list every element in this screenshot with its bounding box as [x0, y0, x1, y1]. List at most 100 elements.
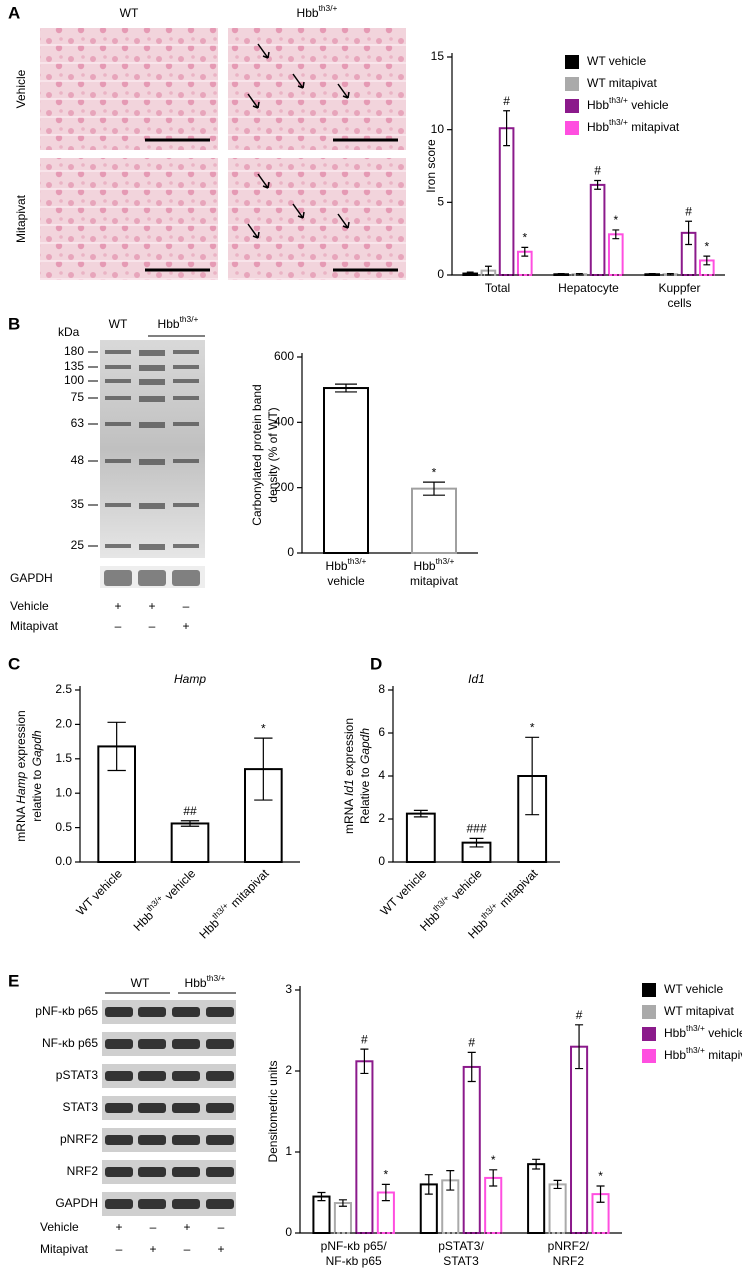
band — [105, 365, 131, 369]
error-bar — [685, 220, 693, 246]
kda-label: kDa — [58, 325, 80, 339]
y-tick-label: 0 — [287, 545, 294, 559]
x-tick-label: STAT3 — [443, 1254, 479, 1268]
y-tick-label: 600 — [274, 349, 294, 363]
micrograph — [228, 28, 406, 150]
arrow — [337, 83, 350, 99]
y-tick-label: 15 — [431, 49, 445, 63]
text-part: expression — [342, 718, 356, 779]
arrow — [257, 173, 270, 189]
row-label: Mitapivat — [14, 194, 28, 243]
text-part: expression — [14, 710, 28, 771]
band — [172, 1167, 200, 1177]
superscript: th3/+ — [686, 1023, 705, 1033]
band — [173, 503, 199, 507]
y-tick-label: 2.0 — [55, 717, 72, 731]
y-axis-label: Carbonylated protein band — [250, 384, 264, 525]
bar — [405, 812, 436, 863]
error-bar — [503, 110, 511, 147]
significance-label: * — [384, 1168, 389, 1182]
text-part: Hbb — [664, 1048, 686, 1062]
band — [139, 396, 165, 402]
treatment-sign: – — [149, 619, 156, 633]
band — [172, 1103, 200, 1113]
italic-part: Hamp — [14, 771, 28, 803]
text-part: vehicle — [446, 866, 485, 905]
error-bar — [317, 1191, 326, 1202]
legend-swatch — [642, 1005, 656, 1019]
protein-label: pNF-κb p65 — [35, 1004, 98, 1018]
significance-label: ### — [466, 822, 486, 836]
error-bar — [594, 179, 602, 190]
treatment-sign: + — [149, 1242, 156, 1256]
treatment-sign: + — [217, 1242, 224, 1256]
band — [206, 1039, 234, 1049]
band — [172, 1199, 200, 1209]
treatment-sign: – — [115, 619, 122, 633]
band — [206, 1135, 234, 1145]
band — [138, 1071, 166, 1081]
band — [139, 365, 165, 371]
x-tick-label: WT vehicle — [377, 866, 429, 918]
band — [105, 1167, 133, 1177]
text-part: Hbb — [326, 559, 348, 573]
arrow — [292, 203, 305, 219]
error-bar — [446, 1170, 455, 1191]
band — [105, 379, 131, 383]
italic-part: Gapdh — [30, 730, 44, 766]
legend-label: Hbbth3/+ vehicle — [664, 1023, 742, 1040]
text-part: mitapivat — [705, 1048, 742, 1062]
band — [105, 459, 131, 463]
band — [173, 379, 199, 383]
superscript: th3/+ — [609, 117, 628, 127]
bar — [527, 1163, 546, 1235]
significance-label: * — [432, 465, 437, 479]
protein-label: NRF2 — [67, 1164, 99, 1178]
error-bar — [532, 1158, 541, 1170]
kda-marker: 100 — [64, 373, 84, 387]
text-part: Hbb — [297, 6, 319, 20]
error-bar — [703, 255, 711, 266]
error-bar — [612, 229, 620, 240]
band — [105, 422, 131, 426]
legend-label: Hbbth3/+ vehicle — [587, 95, 669, 112]
treatment-label: Vehicle — [10, 599, 49, 613]
micrograph — [228, 158, 406, 280]
significance-label: * — [522, 231, 527, 245]
significance-label: # — [361, 1032, 368, 1046]
treatment-label: Mitapivat — [10, 619, 59, 633]
error-bar — [467, 1051, 476, 1083]
band — [138, 1167, 166, 1177]
y-tick-label: 0 — [285, 1225, 292, 1239]
y-tick-label: 2 — [378, 811, 385, 825]
panel-label: D — [370, 654, 382, 673]
error-bar — [489, 1169, 498, 1187]
band — [139, 544, 165, 550]
legend-label: WT vehicle — [587, 54, 646, 68]
legend-swatch — [565, 99, 579, 113]
bar — [323, 387, 369, 554]
bar — [570, 1045, 589, 1234]
bar — [312, 1195, 331, 1235]
legend-label: WT vehicle — [664, 982, 723, 996]
text-part: vehicle — [628, 98, 669, 112]
panel-label: B — [8, 314, 20, 333]
column-header: Hbbth3/+ — [185, 973, 226, 990]
band — [138, 1135, 166, 1145]
error-bar — [424, 1174, 433, 1195]
text-part: Hbb — [185, 976, 207, 990]
bar — [498, 127, 515, 276]
kda-marker: 25 — [71, 538, 85, 552]
x-tick-label: Total — [485, 281, 510, 295]
significance-label: ## — [183, 804, 197, 818]
bar — [333, 1202, 352, 1235]
bar — [589, 183, 606, 276]
protein-label: NF-κb p65 — [42, 1036, 98, 1050]
superscript: th3/+ — [436, 556, 455, 566]
legend-swatch — [642, 1049, 656, 1063]
text-part: Hbb — [158, 317, 180, 331]
bar — [462, 1065, 481, 1234]
x-tick-label: Hepatocyte — [558, 281, 619, 295]
x-tick-label: Kuppfer — [658, 281, 700, 295]
y-tick-label: 400 — [274, 415, 294, 429]
